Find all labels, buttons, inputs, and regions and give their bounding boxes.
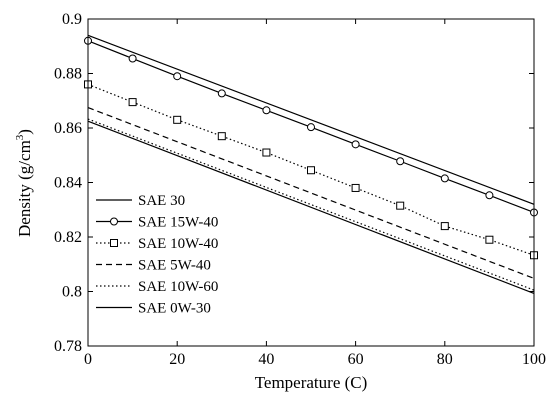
series-2-point xyxy=(351,183,360,192)
series-2-point xyxy=(262,148,271,157)
series-2-point xyxy=(128,98,137,107)
y-tick-label: 0.82 xyxy=(54,229,82,246)
series-1-point xyxy=(262,106,271,115)
series-1-point xyxy=(307,123,315,132)
series-2-point xyxy=(307,166,315,175)
x-axis-title: Temperature (C) xyxy=(255,373,368,392)
series-2-point xyxy=(217,132,226,141)
legend-label: SAE 10W-60 xyxy=(138,279,218,295)
x-tick-label: 20 xyxy=(169,351,185,368)
plot-frame xyxy=(87,18,535,347)
y-axis-ticks xyxy=(88,18,534,347)
series-2-point xyxy=(485,235,494,244)
series-line-5 xyxy=(87,120,535,294)
x-tick-label: 0 xyxy=(84,351,92,368)
x-axis-ticks xyxy=(87,19,535,346)
series-1-point xyxy=(173,72,182,81)
x-tick-label: 60 xyxy=(348,351,364,368)
series-1-point xyxy=(128,54,137,63)
y-axis-title-close: ) xyxy=(15,129,34,135)
legend-label: SAE 0W-30 xyxy=(138,301,211,317)
y-tick-label: 0.84 xyxy=(54,175,82,192)
plot-markers xyxy=(84,36,538,260)
legend-marker xyxy=(110,217,118,226)
x-tick-label: 40 xyxy=(258,351,274,368)
series-2-point xyxy=(173,115,182,124)
x-axis-tick-labels: 0 20 40 60 80 100 xyxy=(84,351,546,368)
y-tick-label: 0.9 xyxy=(62,11,82,28)
series-1-point xyxy=(485,191,494,200)
y-axis-title-superscript: 3 xyxy=(14,134,26,140)
legend-label: SAE 5W-40 xyxy=(138,258,211,274)
x-tick-label: 80 xyxy=(437,351,453,368)
series-line-0 xyxy=(87,34,535,205)
y-tick-label: 0.88 xyxy=(54,66,82,83)
series-1-point xyxy=(351,140,360,149)
legend: SAE 30 SAE 15W-40 SAE 10W-40 SAE 5W-40 SAE 1… xyxy=(96,193,218,317)
y-tick-label: 0.78 xyxy=(54,338,82,355)
x-tick-label: 100 xyxy=(522,351,546,368)
plot-lines xyxy=(87,34,535,294)
series-1-point xyxy=(396,157,405,166)
legend-label: SAE 10W-40 xyxy=(138,236,218,252)
legend-label: SAE 30 xyxy=(138,193,185,209)
y-tick-label: 0.8 xyxy=(62,284,82,301)
series-2-point xyxy=(396,201,405,210)
legend-marker xyxy=(110,239,118,247)
y-axis-title: Density (g/cm3) xyxy=(14,129,34,237)
series-2-point xyxy=(440,222,449,231)
series-1-point xyxy=(440,174,449,183)
y-axis-title-main: Density (g/cm xyxy=(15,140,34,237)
series-1-point xyxy=(217,89,226,98)
y-tick-label: 0.86 xyxy=(54,120,82,137)
y-axis-tick-labels: 0.78 0.8 0.82 0.84 0.86 0.88 0.9 xyxy=(54,11,82,355)
legend-label: SAE 15W-40 xyxy=(138,215,218,231)
